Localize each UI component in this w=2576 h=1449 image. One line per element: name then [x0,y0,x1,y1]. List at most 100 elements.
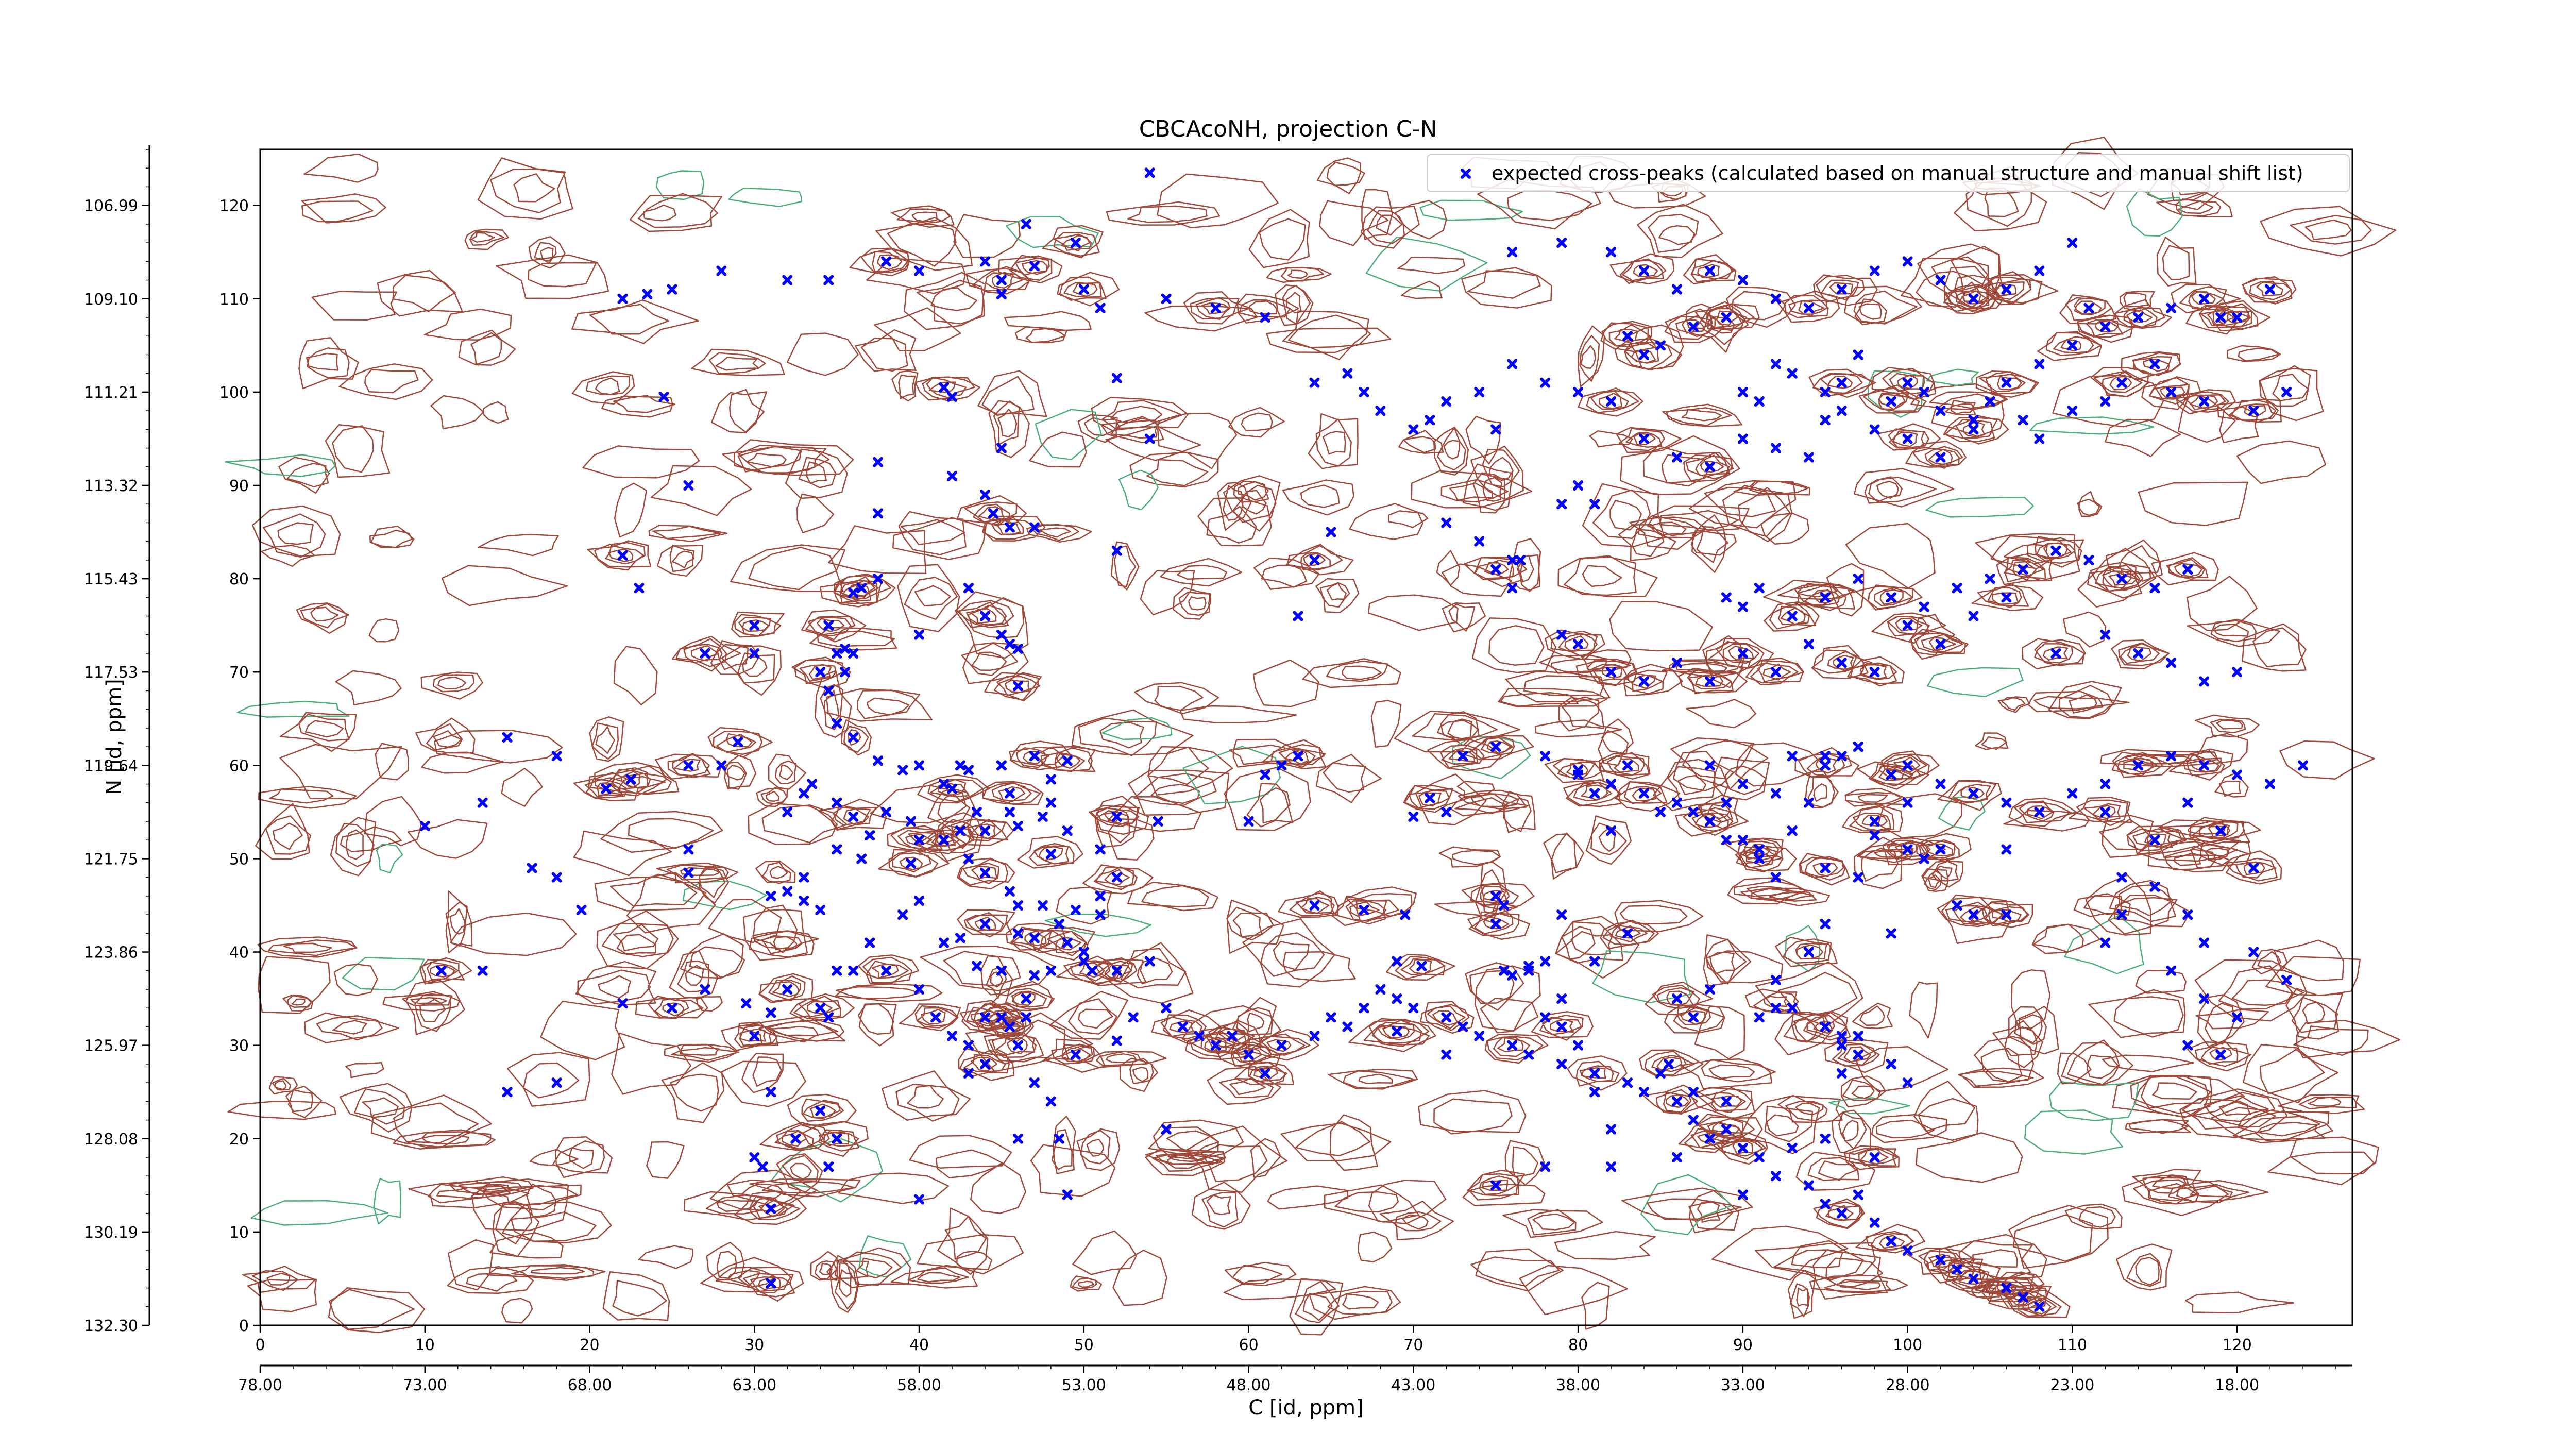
contour-line [2178,200,2214,214]
contour-line [282,994,314,1012]
contour-line [261,545,315,567]
contour-line [364,369,419,394]
contour-line [585,375,630,395]
contour-line [706,1241,745,1281]
contour-line [1991,592,2019,605]
contour-line [970,1010,998,1024]
contour-line [1467,1173,1520,1197]
contour-line [584,777,624,798]
contour-line [1579,335,1600,382]
contour-line [998,255,1063,283]
contour-line [1240,490,1267,515]
contour-line [306,352,338,371]
contour-line [930,779,970,798]
contour-line [755,860,796,883]
contour-line [608,548,634,563]
contour-line [2191,291,2216,305]
peak-marker [700,984,710,995]
contour-line [1652,984,1700,1009]
peak-marker [1639,349,1650,360]
contour-line [447,1266,534,1294]
contour-line [1644,1050,1695,1076]
peak-marker [1045,1096,1056,1107]
contour-line [1248,209,1310,268]
contour-line [2102,815,2154,858]
contour-line [340,826,402,853]
contour-line [1284,749,1309,765]
peak-marker [971,961,982,971]
contour-line [1334,1191,1399,1213]
contour-line [1847,662,1897,687]
contour-line [984,672,1039,702]
peak-marker [1408,424,1419,435]
contour-line [303,153,379,183]
contour-line [2198,305,2251,329]
peak-marker [1836,406,1847,416]
x-tick-label: 60 [1239,1336,1258,1354]
contour-line [1273,940,1310,970]
contour-line [1739,1094,1820,1155]
contour-line [1871,366,1936,400]
contour-line [1006,922,1066,954]
y-tick-label: 100 [219,384,249,402]
contour-line [601,395,673,418]
contour-line [621,771,641,788]
contour-line [1000,1018,1022,1035]
contour-line [989,1017,1025,1036]
peak-marker [1606,1161,1617,1172]
peak-marker [2248,406,2259,416]
peak-marker [996,1012,1007,1023]
contour-line [1842,1079,1881,1101]
contour-line [2058,685,2114,719]
peak-marker [1309,1031,1320,1041]
peak-marker [683,844,694,855]
contour-line [1804,589,1840,607]
contour-line [823,1131,850,1147]
contour-line [2187,576,2258,631]
contour-line [373,1178,402,1225]
contour-line [1470,445,1524,500]
contour-line [856,1257,893,1279]
contour-line [2219,407,2259,444]
contour-line [1938,796,1986,831]
contour-line [1200,1144,1268,1182]
peak-marker [2034,806,2045,817]
peak-marker [1655,806,1666,817]
contour-line [2217,398,2282,423]
peak-marker [979,867,990,878]
contour-line [930,287,978,311]
contour-line [2076,799,2128,827]
contour-line [522,1062,580,1099]
contour-line [1329,1114,1378,1171]
contour-line [1176,565,1227,580]
peak-marker [1853,574,1863,584]
contour-line [1049,991,1128,1040]
peak-marker [1054,919,1064,930]
contour-line [436,1187,487,1199]
contour-line [410,997,448,1004]
contour-line [2132,356,2173,376]
peak-marker [1836,1068,1847,1079]
contour-line [759,1122,830,1151]
peak-marker [947,391,958,402]
peak-marker [527,863,537,873]
peak-marker [939,937,950,948]
contour-line [1289,890,1334,917]
contour-line [1566,781,1621,807]
peak-marker [1029,751,1040,762]
contour-line [2112,1074,2245,1118]
contour-line [1955,419,1993,439]
contour-line [1710,1092,1747,1114]
contour-line [2069,797,2132,823]
contour-line [1637,204,1723,258]
peak-marker [979,490,990,500]
contour-line [1157,412,1238,469]
contour-line [569,1147,595,1169]
contour-line [1738,840,1779,861]
contour-line [1925,496,2034,518]
peak-marker [1853,1049,1863,1060]
peak-marker [1012,900,1023,911]
contour-line [1134,682,1219,715]
contour-line [2069,694,2097,714]
